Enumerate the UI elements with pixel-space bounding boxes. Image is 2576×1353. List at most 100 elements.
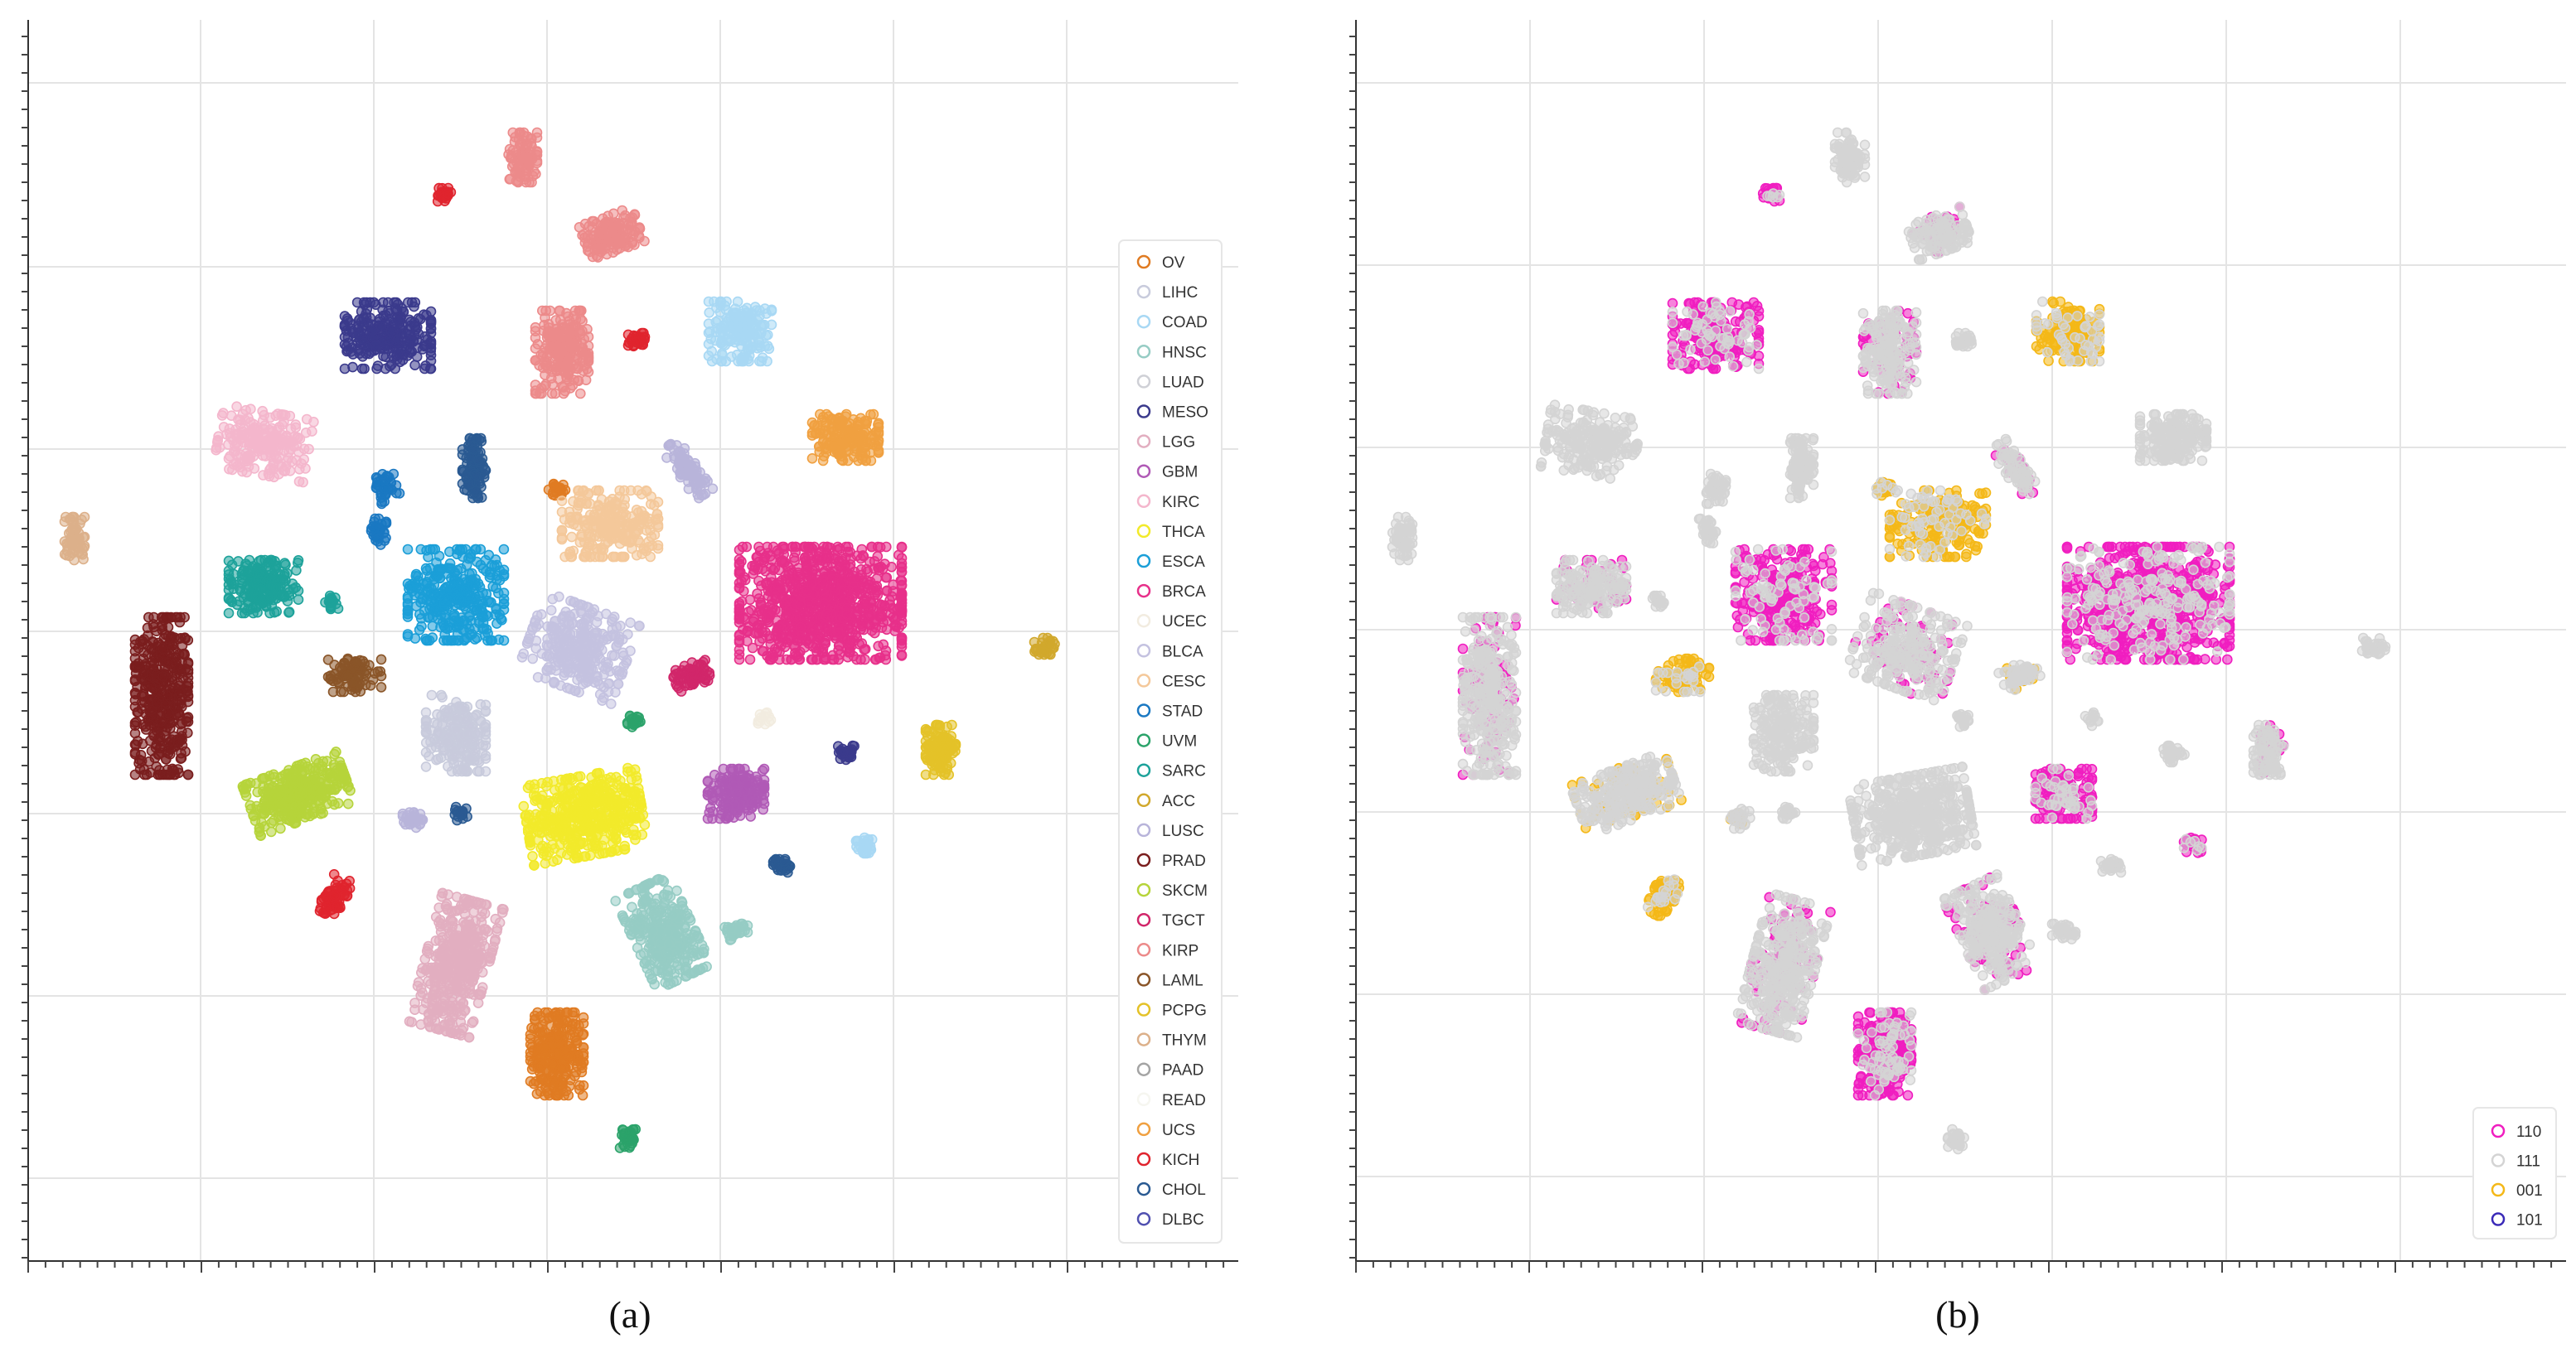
data-point (573, 375, 584, 387)
data-point (556, 506, 568, 518)
data-point (864, 597, 876, 609)
data-point (425, 327, 437, 339)
data-point (876, 622, 888, 633)
data-point (402, 544, 414, 555)
panel-a-points (59, 127, 1060, 1153)
data-point (540, 312, 550, 323)
data-point (675, 457, 686, 469)
data-point (182, 657, 194, 668)
data-point (453, 616, 465, 627)
data-point (574, 388, 586, 399)
data-point (148, 636, 159, 648)
data-point (806, 577, 817, 588)
data-point (942, 721, 952, 732)
data-point (743, 621, 754, 632)
data-point (480, 766, 491, 777)
data-point (151, 698, 162, 708)
data-point (580, 638, 592, 650)
data-point (275, 590, 287, 602)
data-point (238, 592, 249, 603)
data-point (890, 621, 902, 632)
data-point (810, 428, 821, 439)
data-point (717, 350, 728, 360)
data-point (896, 588, 908, 599)
data-point (144, 719, 156, 731)
data-point (864, 611, 875, 623)
data-point (802, 595, 814, 606)
data-point (226, 559, 238, 571)
data-point (757, 320, 768, 331)
data-point (258, 423, 269, 434)
data-point (836, 576, 848, 587)
data-point (707, 483, 719, 495)
data-point (325, 670, 337, 681)
data-point (809, 419, 821, 431)
data-point (608, 650, 620, 661)
data-point (734, 597, 745, 609)
data-point (819, 598, 830, 609)
data-point (468, 602, 479, 612)
data-point (248, 451, 259, 462)
data-point (864, 576, 876, 587)
data-point (230, 446, 241, 457)
data-point (267, 582, 278, 593)
data-point (432, 708, 443, 720)
data-point (177, 740, 188, 751)
data-point (480, 726, 491, 737)
data-point (324, 590, 336, 602)
data-point (565, 595, 576, 606)
data-point (400, 329, 412, 340)
data-point (138, 646, 150, 658)
data-point (443, 188, 453, 199)
data-point (174, 616, 186, 628)
data-point (473, 454, 484, 466)
data-point (133, 707, 144, 718)
data-point (577, 486, 588, 497)
data-point (614, 485, 626, 496)
data-point (617, 667, 628, 678)
data-point (362, 341, 373, 353)
data-point (551, 624, 562, 635)
data-point (617, 532, 628, 543)
data-point (581, 498, 592, 510)
data-point (701, 665, 713, 677)
data-point (587, 664, 598, 675)
data-point (722, 328, 734, 340)
data-point (423, 611, 434, 623)
data-point (527, 621, 539, 633)
data-point (762, 329, 773, 341)
data-point (240, 414, 251, 426)
data-point (498, 544, 510, 555)
data-point (782, 574, 793, 585)
data-point (424, 563, 436, 574)
data-point (269, 449, 280, 461)
data-point (839, 561, 850, 573)
data-point (687, 676, 699, 688)
data-point (461, 559, 472, 571)
data-point (749, 562, 761, 573)
data-point (211, 444, 222, 456)
data-point (291, 565, 302, 576)
data-point (525, 138, 537, 149)
data-point (698, 489, 709, 500)
data-point (506, 150, 517, 162)
data-point (522, 636, 534, 647)
data-point (558, 652, 569, 664)
data-point (801, 555, 812, 567)
data-point (339, 363, 351, 374)
data-point (850, 610, 862, 621)
data-point (790, 547, 801, 558)
data-point (652, 513, 664, 524)
data-point (368, 297, 380, 308)
data-point (1044, 635, 1056, 646)
data-point (854, 573, 864, 584)
data-point (874, 599, 886, 610)
data-point (434, 573, 446, 583)
data-point (550, 388, 561, 399)
data-point (568, 519, 579, 530)
data-point (498, 571, 510, 582)
data-point (843, 445, 854, 457)
data-point (291, 440, 303, 452)
data-point (862, 566, 874, 577)
data-point (673, 683, 685, 693)
